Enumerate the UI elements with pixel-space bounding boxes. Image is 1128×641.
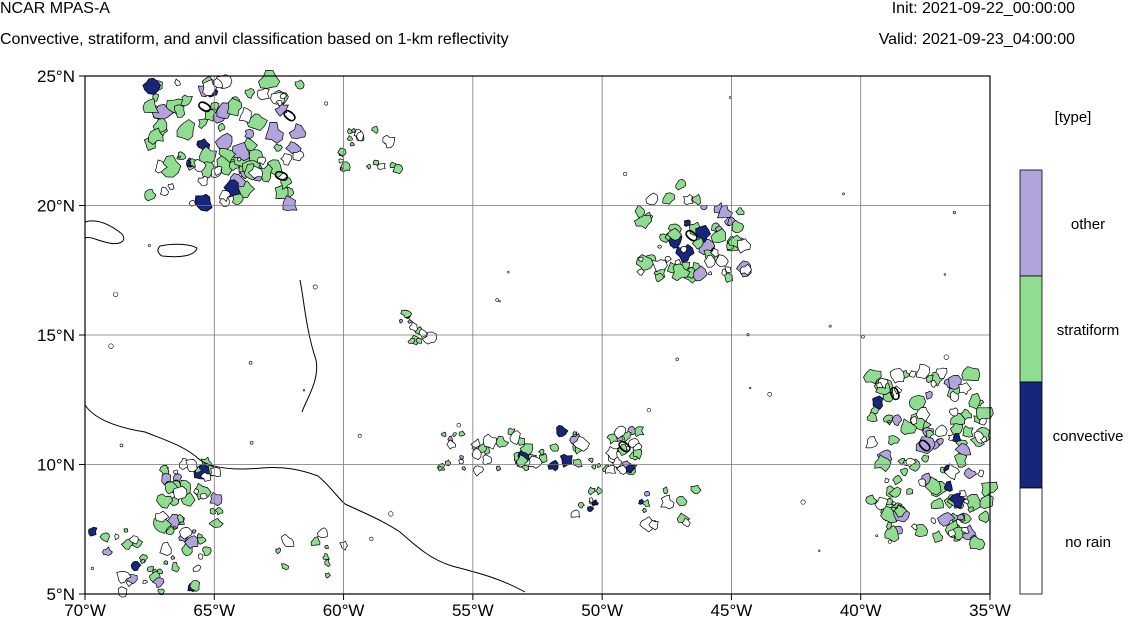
x-tick-label: 45°W [711,601,753,620]
x-tick-label: 60°W [323,601,365,620]
y-tick-label: 25°N [37,67,75,86]
island-puerto-rico [157,243,198,258]
classification-field [88,70,999,598]
legend-label-stratiform: stratiform [1057,322,1120,339]
x-tick-label: 35°W [969,601,1011,620]
legend-swatch-no-rain [1019,487,1043,595]
lesser-antilles [299,279,318,413]
axis-ticks: 70°W 65°W 60°W 55°W 50°W 45°W 40°W 35°W 25°N 20°N… [37,67,1011,620]
plot-subtitle: Convective, stratiform, and anvil classi… [0,31,509,48]
y-tick-label: 5°N [46,585,75,604]
legend-label-other: other [1071,216,1105,233]
x-tick-label: 40°W [840,601,882,620]
legend-swatch-convective [1019,381,1043,489]
legend-swatch-other [1019,169,1043,277]
init-time: Init: 2021-09-22_00:00:00 [891,0,1075,17]
legend-label-no-rain: no rain [1065,534,1111,551]
x-tick-label: 50°W [581,601,623,620]
valid-time: Valid: 2021-09-23_04:00:00 [878,31,1075,48]
lat-lon-grid [85,76,990,594]
x-tick-label: 70°W [64,601,106,620]
reflectivity-contours [90,96,957,571]
legend-title: [type] [1055,109,1092,126]
legend-swatch-stratiform [1019,275,1043,383]
legend-label-convective: convective [1053,428,1124,445]
x-tick-label: 55°W [452,601,494,620]
legend: [type] other stratiform convective no rain [1019,109,1124,595]
contour-label: 0 [271,167,295,185]
contour-label: 0 [886,383,904,407]
coastline-south-america [84,404,526,593]
y-tick-label: 20°N [37,197,75,216]
contour-label: 0 [279,105,302,127]
coastlines [84,220,526,593]
contour-label: 0 [914,435,937,458]
x-tick-label: 65°W [193,601,235,620]
y-tick-label: 15°N [37,326,75,345]
island-hispaniola [84,220,125,245]
model-title: NCAR MPAS-A [0,0,110,17]
y-tick-label: 10°N [37,456,75,475]
